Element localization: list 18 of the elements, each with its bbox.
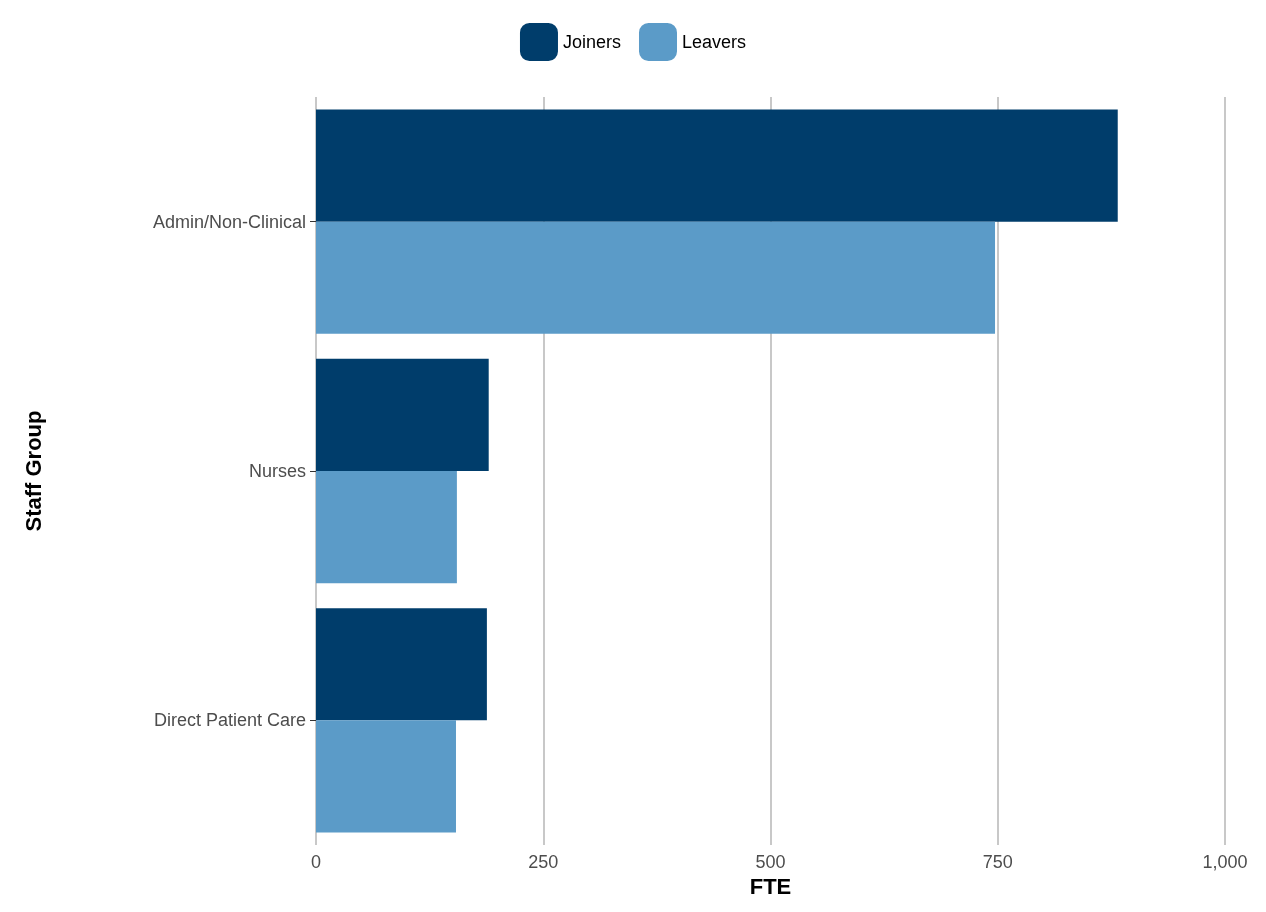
bar (316, 608, 487, 721)
x-tick-label: 250 (528, 852, 559, 872)
bar (316, 221, 996, 334)
bar (316, 720, 456, 833)
y-axis-title: Staff Group (20, 410, 46, 532)
x-tick-label: 1,000 (1202, 852, 1248, 872)
x-tick-label: 500 (755, 852, 786, 872)
y-tick-label: Admin/Non-Clinical (152, 211, 306, 232)
legend-label: Leavers (681, 32, 747, 52)
y-tick-label: Nurses (248, 461, 306, 481)
x-axis-title: FTE (749, 874, 792, 900)
legend-label: Joiners (562, 32, 621, 52)
bar (316, 109, 1118, 222)
y-tick-label: Direct Patient Care (153, 710, 306, 731)
bar (316, 471, 457, 584)
bar (316, 358, 489, 471)
x-tick-label: 0 (310, 852, 322, 872)
x-tick-label: 750 (982, 852, 1013, 872)
